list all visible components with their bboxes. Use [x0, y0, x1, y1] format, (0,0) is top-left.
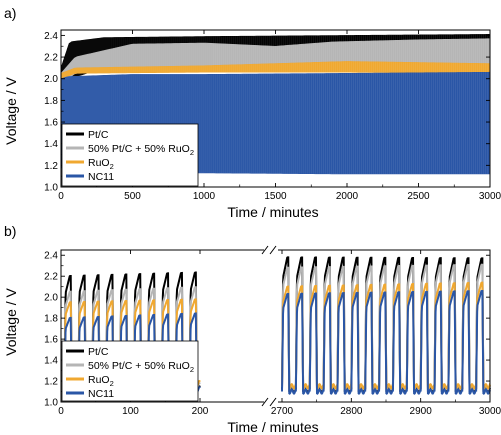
y-tick-label: 2.2 — [44, 272, 58, 283]
x-tick-label: 3000 — [479, 191, 501, 202]
legend-label: Pt/C — [88, 129, 109, 141]
y-tick-label: 2.0 — [44, 74, 58, 85]
legend-label: RuO2 — [88, 374, 114, 388]
panel-a-tag: a) — [4, 5, 16, 21]
panel-b-y-axis-label: Voltage / V — [3, 287, 19, 355]
x-tick-label: 2800 — [340, 406, 363, 417]
axis-break-gap — [264, 247, 278, 253]
panel-b-x-axis-label: Time / minutes — [227, 419, 318, 435]
legend-label: NC11 — [88, 388, 114, 400]
panel-b-axes: 1.0 1.2 1.4 1.6 1.8 2.0 2.2 2.4 0 100 200 2700 2800 2… — [44, 245, 501, 417]
y-tick-label: 1.2 — [44, 377, 58, 388]
legend-label: 50% Pt/C + 50% RuO2 — [88, 143, 194, 157]
y-tick-label: 1.6 — [44, 335, 58, 346]
x-tick-label: 100 — [122, 406, 139, 417]
y-tick-label: 2.0 — [44, 293, 58, 304]
x-tick-label: 1000 — [193, 191, 216, 202]
y-tick-label: 1.2 — [44, 161, 58, 172]
y-tick-label: 1.8 — [44, 96, 58, 107]
panel-a: a) 1.0 1.2 1.4 1.6 1.8 2.0 2.2 2.4 0 500 1000 1500 2… — [3, 5, 501, 220]
x-tick-label: 200 — [192, 406, 209, 417]
panel-a-y-axis-label: Voltage / V — [3, 76, 19, 144]
axis-break-mark — [261, 397, 269, 407]
legend-label: RuO2 — [88, 157, 114, 171]
axis-break-mark — [261, 245, 269, 255]
panel-b-tag: b) — [4, 223, 16, 239]
y-tick-label: 2.4 — [44, 251, 58, 262]
legend-label-subscript: 2 — [110, 379, 114, 388]
y-tick-label: 1.0 — [44, 183, 58, 194]
x-tick-label: 3000 — [479, 406, 501, 417]
x-tick-label: 2900 — [410, 406, 433, 417]
x-tick-label: 0 — [58, 406, 64, 417]
y-tick-label: 1.0 — [44, 398, 58, 409]
legend-label-subscript: 2 — [190, 148, 194, 157]
y-tick-label: 1.4 — [44, 139, 58, 150]
y-tick-label: 2.2 — [44, 53, 58, 64]
y-tick-label: 1.6 — [44, 118, 58, 129]
y-tick-label: 2.4 — [44, 31, 58, 42]
x-tick-label: 1500 — [264, 191, 287, 202]
axis-break-mark — [269, 397, 277, 407]
x-tick-label: 0 — [58, 191, 64, 202]
legend-label-subscript: 2 — [190, 365, 194, 374]
panel-a-x-axis-label: Time / minutes — [227, 204, 318, 220]
panel-b: b) 1.0 1.2 1.4 1.6 1.8 2.0 2.2 2.4 0 100 200 2700 28… — [3, 223, 501, 435]
x-tick-label: 2500 — [407, 191, 430, 202]
legend-label: Pt/C — [88, 346, 109, 358]
legend-label: NC11 — [88, 171, 114, 183]
legend-label-subscript: 2 — [110, 162, 114, 171]
legend-frame — [61, 340, 199, 402]
y-tick-label: 1.4 — [44, 356, 58, 367]
x-tick-label: 2700 — [271, 406, 294, 417]
x-tick-label: 2000 — [336, 191, 359, 202]
legend-label: 50% Pt/C + 50% RuO2 — [88, 360, 194, 374]
axis-break-mark — [269, 245, 277, 255]
axis-break-gap — [264, 399, 278, 405]
legend-frame — [61, 123, 199, 187]
x-tick-label: 500 — [124, 191, 141, 202]
series-line-nc11 — [281, 290, 491, 395]
y-tick-label: 1.8 — [44, 314, 58, 325]
panel-a-axes: 1.0 1.2 1.4 1.6 1.8 2.0 2.2 2.4 0 500 1000 1500 2000… — [44, 29, 501, 202]
